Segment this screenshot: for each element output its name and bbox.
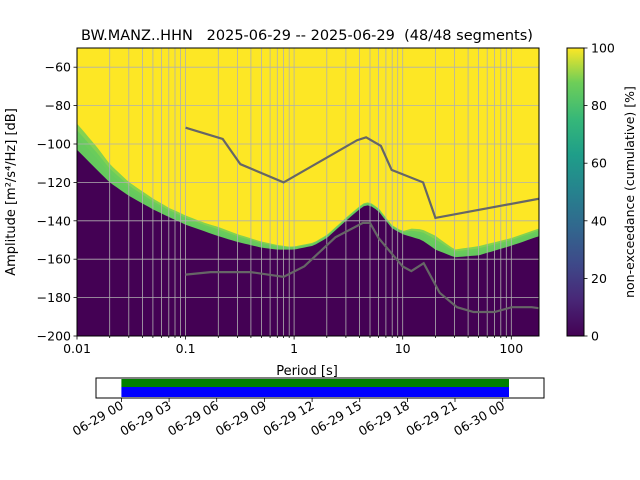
y-tick-label: −180: [37, 290, 71, 305]
colorbar: 0 20 40 60 80 100 non-exceedance (cumulative)…: [566, 41, 637, 344]
colorbar-label: non-exceedance (cumulative) [%]: [622, 86, 637, 298]
timeline-tick-label: 06-29 15: [308, 398, 364, 439]
x-tick-label: 0.01: [63, 341, 91, 356]
timeline-tick-label: 06-29 12: [260, 398, 316, 439]
colorbar-ticks: 0 20 40 60 80 100: [584, 41, 615, 344]
noise-model-nlnm: [185, 221, 539, 314]
colorbar-tick-label: 100: [591, 41, 615, 56]
x-tick-label: 0.1: [176, 341, 196, 356]
grid-lines: [77, 48, 539, 336]
noise-models: [185, 126, 539, 314]
x-axis-label: Period [s]: [276, 364, 338, 379]
y-tick-label: −60: [45, 60, 71, 75]
colorbar-gradient: [566, 47, 585, 337]
noise-model-nhnm: [185, 126, 539, 220]
colorbar-tick-label: 40: [591, 213, 607, 228]
x-tick-label: 10: [395, 341, 411, 356]
colorbar-tick-label: 80: [591, 98, 607, 113]
timeline-used-bar: [121, 387, 510, 397]
timeline-tick-label: 06-29 21: [403, 398, 459, 439]
timeline-tick-label: 06-29 03: [117, 398, 173, 439]
y-axis: −60 −80 −100 −120 −140 −160 −180 −200: [37, 60, 77, 344]
x-axis: 0.01 0.1 1 10 100: [63, 336, 523, 356]
ppsd-heatmap: [77, 48, 539, 336]
timeline-tick-label: 06-29 00: [70, 398, 126, 439]
colorbar-tick-label: 20: [591, 271, 607, 286]
timeline-tick-label: 06-29 09: [213, 398, 269, 439]
colorbar-tick-label: 0: [591, 329, 599, 344]
timeline-tick-label: 06-29 18: [356, 398, 412, 439]
chart-title: BW.MANZ..HHN 2025-06-29 -- 2025-06-29 (4…: [81, 28, 533, 44]
x-tick-label: 1: [290, 341, 298, 356]
ppsd-plot: 0.01 0.1 1 10 100 −60 −80 −100 −120 −140 −160 −180…: [37, 47, 540, 356]
y-tick-label: −80: [45, 98, 71, 113]
x-tick-label: 100: [499, 341, 523, 356]
y-tick-label: −200: [37, 329, 71, 344]
y-tick-label: −100: [37, 137, 71, 152]
timeline-tick-label: 06-30 00: [451, 398, 507, 439]
heatmap-region-floor: [77, 149, 539, 336]
colorbar-tick-label: 60: [591, 156, 607, 171]
y-tick-label: −120: [37, 175, 71, 190]
timeline-tick-label: 06-29 06: [165, 398, 221, 439]
y-axis-label: Amplitude [m²/s⁴/Hz] [dB]: [4, 108, 19, 276]
y-tick-label: −140: [37, 213, 71, 228]
y-tick-label: −160: [37, 252, 71, 267]
timeline-data-bar: [121, 379, 510, 387]
plot-frame: [76, 47, 540, 337]
